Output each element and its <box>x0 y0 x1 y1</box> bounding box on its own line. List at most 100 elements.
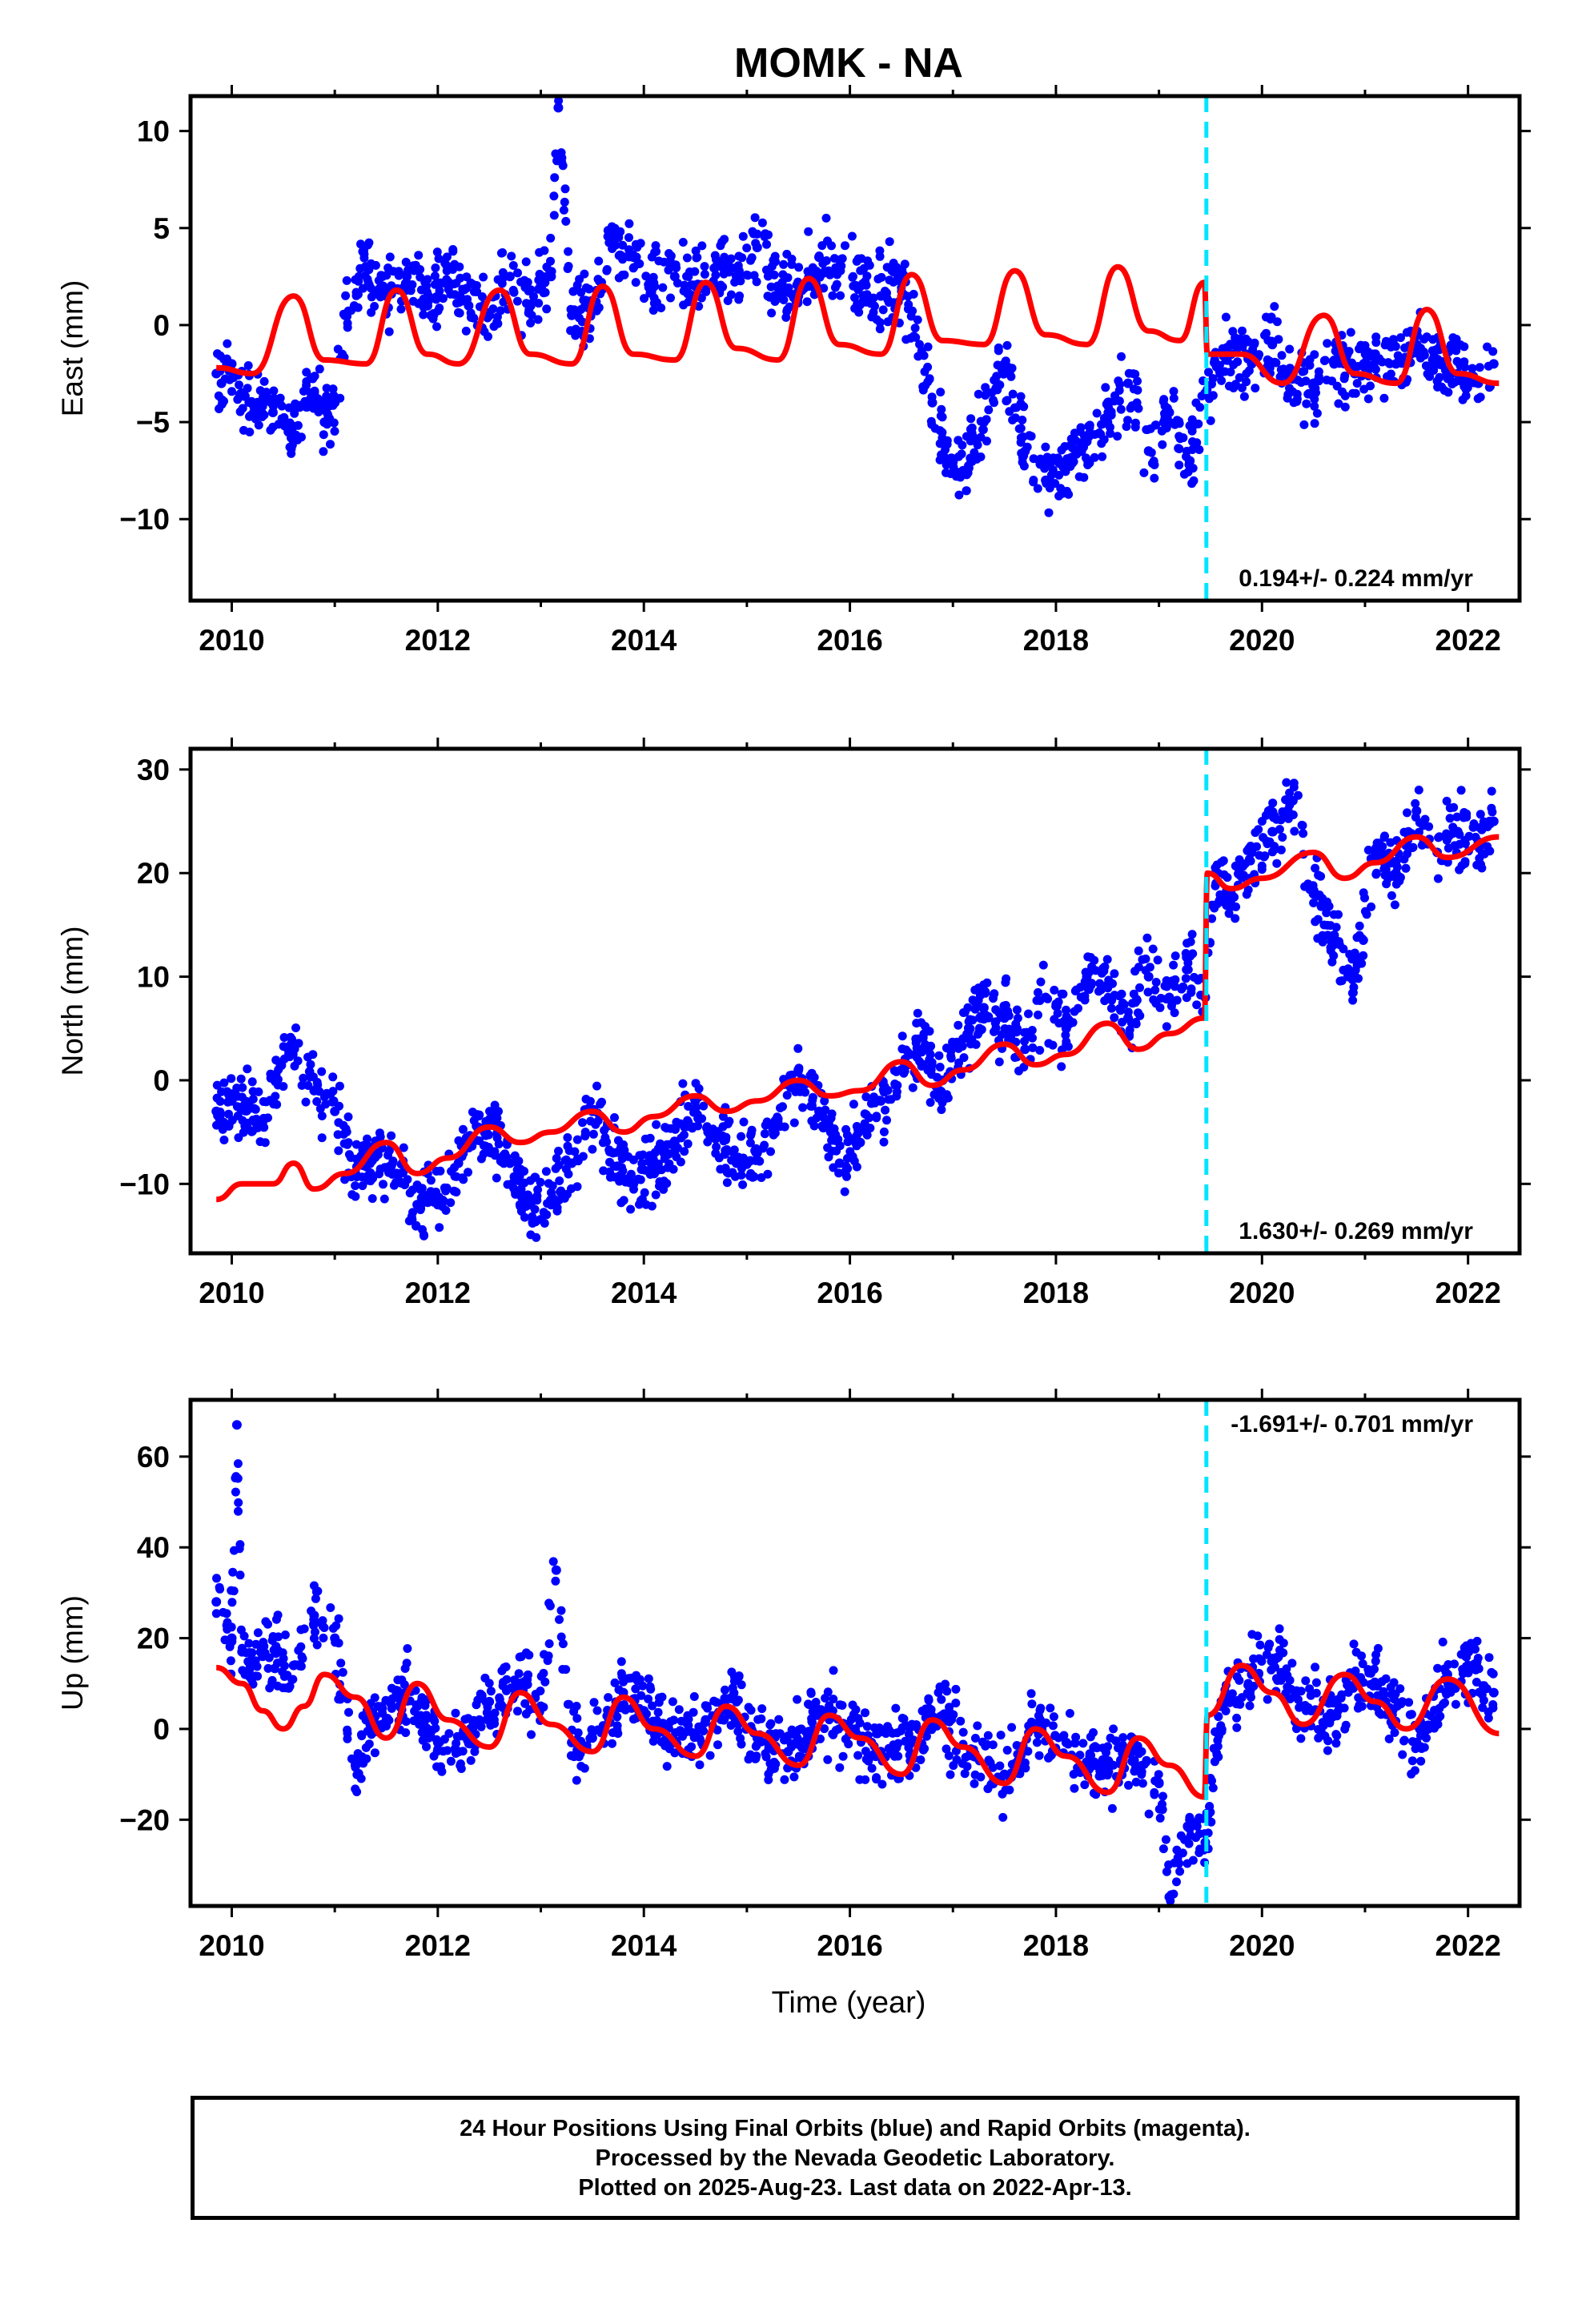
data-point <box>555 82 564 90</box>
data-point <box>1279 364 1288 374</box>
data-point <box>1407 1710 1416 1719</box>
data-point <box>523 1190 532 1200</box>
data-point <box>403 1644 412 1653</box>
data-point <box>858 291 868 300</box>
x-tick-label: 2012 <box>405 1277 471 1309</box>
data-point <box>251 1104 260 1114</box>
data-point <box>1110 969 1119 979</box>
observation-point <box>814 1106 824 1116</box>
observation-point <box>231 1420 242 1430</box>
observation-point <box>567 310 577 320</box>
data-point <box>1175 1867 1185 1876</box>
data-point <box>739 1156 749 1166</box>
data-point <box>958 1727 968 1737</box>
data-point <box>882 1116 891 1125</box>
data-point <box>550 173 560 183</box>
data-point <box>797 1724 806 1734</box>
data-point <box>749 271 759 280</box>
data-point <box>1041 442 1050 452</box>
data-point <box>809 1121 819 1131</box>
data-point <box>1285 344 1295 354</box>
data-point <box>1151 420 1161 430</box>
data-point <box>742 243 752 253</box>
data-point <box>521 257 531 267</box>
data-point <box>1141 954 1150 963</box>
observation-point <box>567 1158 577 1168</box>
data-point <box>1371 338 1381 348</box>
data-point <box>541 1167 551 1176</box>
data-point <box>609 1161 619 1171</box>
data-point <box>318 1622 327 1631</box>
data-point <box>1213 1735 1223 1745</box>
data-point <box>998 1812 1008 1822</box>
data-point <box>375 1128 384 1138</box>
data-point <box>408 296 418 306</box>
data-point <box>1305 1684 1315 1694</box>
data-point <box>299 1073 308 1083</box>
data-point <box>291 1023 300 1032</box>
data-point <box>428 1725 437 1735</box>
data-point <box>746 255 755 265</box>
data-point <box>1172 1877 1181 1887</box>
data-point <box>916 1755 926 1764</box>
data-point <box>1287 1659 1297 1668</box>
data-point <box>259 376 269 386</box>
observation-point <box>587 1733 597 1743</box>
data-point <box>1170 1008 1179 1018</box>
data-point <box>1386 1683 1395 1692</box>
data-point <box>906 333 915 343</box>
data-point <box>713 1740 722 1750</box>
data-point <box>1016 399 1026 408</box>
data-point <box>989 990 998 999</box>
data-point <box>534 299 544 308</box>
data-point <box>856 266 865 275</box>
data-point <box>516 277 525 287</box>
data-point <box>924 1695 934 1705</box>
observation-point <box>1082 436 1092 447</box>
data-point <box>1442 835 1452 845</box>
data-point <box>1261 810 1271 820</box>
data-point <box>1451 1699 1460 1709</box>
data-point <box>1347 358 1356 368</box>
data-point <box>1416 1726 1426 1735</box>
x-tick-label: 2020 <box>1229 1277 1295 1309</box>
data-point <box>692 253 701 263</box>
rate-label-up: -1.691+/- 0.701 mm/yr <box>1231 1411 1473 1437</box>
x-tick-label: 2014 <box>611 1929 677 1962</box>
frame-east <box>188 94 1522 603</box>
data-point <box>1314 1733 1323 1743</box>
data-point <box>1270 302 1279 312</box>
data-point <box>1401 863 1411 873</box>
observation-point <box>978 1003 989 1013</box>
data-point <box>222 1609 231 1618</box>
data-point <box>1473 1654 1483 1663</box>
data-point <box>1070 1783 1079 1793</box>
data-point <box>378 271 387 281</box>
data-point <box>406 286 416 296</box>
data-point <box>245 428 255 436</box>
data-point <box>645 288 655 298</box>
data-point <box>1353 1703 1363 1713</box>
data-point <box>1274 335 1283 344</box>
data-point <box>500 1663 509 1672</box>
data-point <box>1219 856 1228 866</box>
data-point <box>279 1082 288 1092</box>
data-point <box>733 1727 743 1736</box>
data-point <box>394 267 404 276</box>
data-point <box>632 1671 641 1680</box>
data-point <box>972 454 982 464</box>
data-point <box>1054 1019 1064 1028</box>
x-tick-label: 2020 <box>1229 1929 1295 1962</box>
data-point <box>804 1699 813 1709</box>
data-point <box>393 1675 403 1685</box>
data-point <box>1279 809 1288 818</box>
observation-point <box>340 310 350 320</box>
data-point <box>532 1232 541 1242</box>
data-point <box>520 1699 530 1708</box>
data-point <box>235 1544 244 1554</box>
data-point <box>227 387 236 396</box>
data-point <box>1319 920 1329 930</box>
observation-point <box>1329 359 1339 369</box>
data-point <box>1360 907 1370 916</box>
observation-point <box>669 1137 680 1148</box>
